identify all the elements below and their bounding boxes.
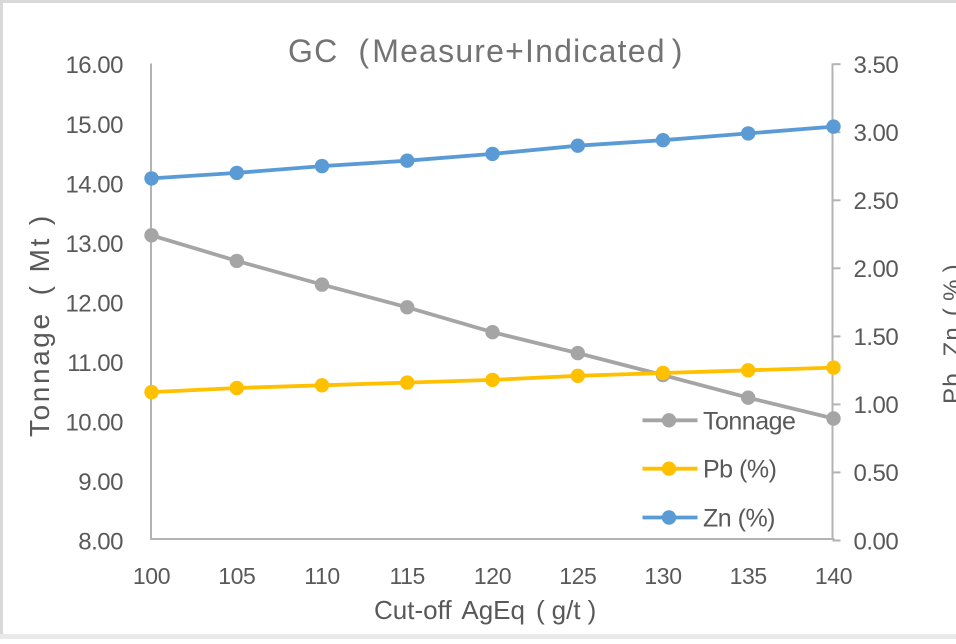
svg-text:140: 140 [815, 563, 852, 589]
svg-text:10.00: 10.00 [65, 409, 123, 436]
svg-text:100: 100 [133, 563, 170, 589]
svg-text:15.00: 15.00 [65, 112, 123, 139]
svg-text:120: 120 [474, 563, 511, 589]
svg-text:Tonnage: Tonnage [703, 407, 795, 435]
svg-text:125: 125 [559, 563, 596, 589]
svg-text:Cut-off AgEq(g/t): Cut-off AgEq(g/t) [374, 595, 596, 625]
svg-text:11.00: 11.00 [67, 350, 123, 377]
svg-text:Zn (%): Zn (%) [703, 505, 775, 533]
svg-text:13.00: 13.00 [65, 231, 123, 258]
svg-text:2.50: 2.50 [854, 188, 899, 215]
svg-text:130: 130 [644, 563, 681, 589]
svg-text:Pb (%): Pb (%) [703, 456, 776, 484]
svg-text:0.00: 0.00 [854, 528, 899, 555]
svg-text:16.00: 16.00 [65, 52, 123, 79]
svg-text:Tonnage(Mt): Tonnage(Mt) [24, 213, 55, 437]
svg-text:115: 115 [389, 563, 424, 589]
svg-text:8.00: 8.00 [78, 528, 123, 555]
svg-text:135: 135 [730, 563, 767, 589]
svg-text:9.00: 9.00 [78, 469, 123, 496]
svg-text:2.00: 2.00 [854, 256, 899, 283]
svg-text:1.00: 1.00 [854, 392, 899, 419]
svg-text:3.00: 3.00 [854, 120, 899, 147]
svg-text:110: 110 [304, 563, 339, 589]
svg-text:0.50: 0.50 [854, 460, 899, 487]
svg-text:105: 105 [218, 563, 255, 589]
svg-text:1.50: 1.50 [854, 324, 899, 351]
svg-text:14.00: 14.00 [65, 171, 123, 198]
svg-text:3.50: 3.50 [854, 52, 899, 79]
svg-text:12.00: 12.00 [65, 290, 123, 317]
svg-text:Pb, Zn(%): Pb, Zn(%) [939, 263, 956, 404]
